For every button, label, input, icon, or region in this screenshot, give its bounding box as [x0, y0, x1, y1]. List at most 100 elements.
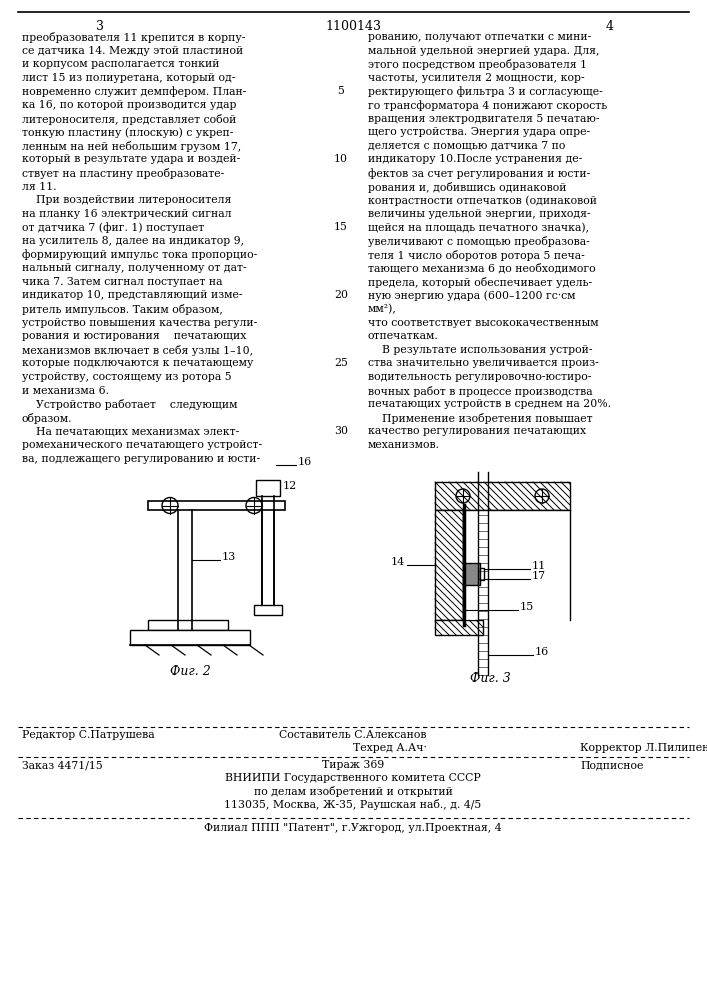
Text: вращения электродвигателя 5 печатаю-: вращения электродвигателя 5 печатаю- — [368, 114, 600, 124]
Bar — [130, 630, 250, 645]
Text: Составитель С.Алексанов: Составитель С.Алексанов — [279, 730, 427, 740]
Text: формирующий импульс тока пропорцио-: формирующий импульс тока пропорцио- — [22, 250, 257, 260]
Text: фектов за счет регулирования и юсти-: фектов за счет регулирования и юсти- — [368, 168, 590, 179]
Text: го трансформатора 4 понижают скорость: го трансформатора 4 понижают скорость — [368, 100, 607, 111]
Text: который в результате удара и воздей-: который в результате удара и воздей- — [22, 154, 240, 164]
Text: лист 15 из полиуретана, который од-: лист 15 из полиуретана, который од- — [22, 73, 235, 83]
Text: ритель импульсов. Таким образом,: ритель импульсов. Таким образом, — [22, 304, 223, 315]
Text: 11: 11 — [532, 561, 547, 571]
Text: ромеханического печатающего устройст-: ромеханического печатающего устройст- — [22, 440, 262, 450]
Text: устройство повышения качества регули-: устройство повышения качества регули- — [22, 318, 257, 328]
Text: 17: 17 — [532, 571, 546, 581]
Text: от датчика 7 (фиг. 1) поступает: от датчика 7 (фиг. 1) поступает — [22, 222, 204, 233]
Text: тонкую пластину (плоскую) с укреп-: тонкую пластину (плоскую) с укреп- — [22, 127, 233, 138]
Text: 15: 15 — [334, 222, 348, 232]
Text: ленным на ней небольшим грузом 17,: ленным на ней небольшим грузом 17, — [22, 141, 241, 152]
Text: рования и, добившись одинаковой: рования и, добившись одинаковой — [368, 182, 566, 193]
Text: и механизма 6.: и механизма 6. — [22, 386, 109, 396]
Bar — [435, 510, 463, 620]
Text: и корпусом располагается тонкий: и корпусом располагается тонкий — [22, 59, 219, 69]
Text: 15: 15 — [520, 602, 534, 612]
Text: щего устройства. Энергия удара опре-: щего устройства. Энергия удара опре- — [368, 127, 590, 137]
Text: механизмов включает в себя узлы 1–10,: механизмов включает в себя узлы 1–10, — [22, 345, 253, 356]
Text: 16: 16 — [298, 457, 312, 467]
Text: на усилитель 8, далее на индикатор 9,: на усилитель 8, далее на индикатор 9, — [22, 236, 244, 246]
Text: увеличивают с помощью преобразова-: увеличивают с помощью преобразова- — [368, 236, 590, 247]
Text: рованию, получают отпечатки с мини-: рованию, получают отпечатки с мини- — [368, 32, 591, 42]
Text: ва, подлежащего регулированию и юсти-: ва, подлежащего регулированию и юсти- — [22, 454, 260, 464]
Text: преобразователя 11 крепится в корпу-: преобразователя 11 крепится в корпу- — [22, 32, 245, 43]
Text: чика 7. Затем сигнал поступает на: чика 7. Затем сигнал поступает на — [22, 277, 223, 287]
Text: 16: 16 — [535, 647, 549, 657]
Text: Редактор С.Патрушева: Редактор С.Патрушева — [22, 730, 155, 740]
Text: устройству, состоящему из ротора 5: устройству, состоящему из ротора 5 — [22, 372, 232, 382]
Text: что соответствует высококачественным: что соответствует высококачественным — [368, 318, 599, 328]
Text: 25: 25 — [334, 358, 348, 368]
Text: индикатор 10, представляющий изме-: индикатор 10, представляющий изме- — [22, 290, 243, 300]
Text: механизмов.: механизмов. — [368, 440, 440, 450]
Text: печатающих устройств в среднем на 20%.: печатающих устройств в среднем на 20%. — [368, 399, 611, 409]
Text: ректирующего фильтра 3 и согласующе-: ректирующего фильтра 3 и согласующе- — [368, 86, 603, 97]
Text: этого посредством преобразователя 1: этого посредством преобразователя 1 — [368, 59, 587, 70]
Text: Корректор Л.Пилипенко: Корректор Л.Пилипенко — [580, 743, 707, 753]
Text: Устройство работает    следующим: Устройство работает следующим — [22, 399, 238, 410]
Text: вочных работ в процессе производства: вочных работ в процессе производства — [368, 386, 592, 397]
Text: которые подключаются к печатающему: которые подключаются к печатающему — [22, 358, 253, 368]
Text: На печатающих механизмах элект-: На печатающих механизмах элект- — [22, 426, 239, 436]
Text: щейся на площадь печатного значка),: щейся на площадь печатного значка), — [368, 222, 589, 233]
Text: Подписное: Подписное — [580, 760, 643, 770]
Text: 14: 14 — [391, 557, 405, 567]
Text: Заказ 4471/15: Заказ 4471/15 — [22, 760, 103, 770]
Text: 1100143: 1100143 — [325, 20, 381, 33]
Text: теля 1 число оборотов ротора 5 печа-: теля 1 число оборотов ротора 5 печа- — [368, 250, 585, 261]
Text: Фиг. 2: Фиг. 2 — [170, 665, 211, 678]
Text: частоты, усилителя 2 мощности, кор-: частоты, усилителя 2 мощности, кор- — [368, 73, 585, 83]
Text: се датчика 14. Между этой пластиной: се датчика 14. Между этой пластиной — [22, 46, 243, 56]
Text: ка 16, по которой производится удар: ка 16, по которой производится удар — [22, 100, 237, 110]
Text: величины удельной энергии, приходя-: величины удельной энергии, приходя- — [368, 209, 590, 219]
Text: 4: 4 — [606, 20, 614, 33]
Text: отпечаткам.: отпечаткам. — [368, 331, 439, 341]
Text: Тираж 369: Тираж 369 — [322, 760, 384, 770]
Text: мм²),: мм²), — [368, 304, 397, 314]
Text: 5: 5 — [337, 86, 344, 96]
Text: 3: 3 — [96, 20, 104, 33]
Bar — [435, 482, 570, 510]
Text: нальный сигналу, полученному от дат-: нальный сигналу, полученному от дат- — [22, 263, 247, 273]
Bar — [256, 480, 280, 496]
Text: качество регулирования печатающих: качество регулирования печатающих — [368, 426, 586, 436]
Text: рования и юстирования    печатающих: рования и юстирования печатающих — [22, 331, 246, 341]
Text: В результате использования устрой-: В результате использования устрой- — [368, 345, 592, 355]
Text: предела, который обеспечивает удель-: предела, который обеспечивает удель- — [368, 277, 592, 288]
Text: новременно служит демпфером. План-: новременно служит демпфером. План- — [22, 86, 246, 97]
Text: водительность регулировочно-юстиро-: водительность регулировочно-юстиро- — [368, 372, 591, 382]
Bar — [148, 501, 285, 510]
Text: 113035, Москва, Ж-35, Раушская наб., д. 4/5: 113035, Москва, Ж-35, Раушская наб., д. … — [224, 799, 481, 810]
Text: ВНИИПИ Государственного комитета СССР: ВНИИПИ Государственного комитета СССР — [225, 773, 481, 783]
Text: по делам изобретений и открытий: по делам изобретений и открытий — [254, 786, 452, 797]
Text: 20: 20 — [334, 290, 348, 300]
Bar — [480, 568, 484, 580]
Text: литероносителя, представляет собой: литероносителя, представляет собой — [22, 114, 236, 125]
Text: ную энергию удара (600–1200 гс·см: ную энергию удара (600–1200 гс·см — [368, 290, 575, 301]
Text: ля 11.: ля 11. — [22, 182, 57, 192]
Text: Фиг. 3: Фиг. 3 — [469, 672, 510, 685]
Text: индикатору 10.После устранения де-: индикатору 10.После устранения де- — [368, 154, 583, 164]
Text: 13: 13 — [222, 552, 236, 562]
Bar — [464, 563, 480, 585]
Text: деляется с помощью датчика 7 по: деляется с помощью датчика 7 по — [368, 141, 566, 151]
Text: ства значительно увеличивается произ-: ства значительно увеличивается произ- — [368, 358, 599, 368]
Bar — [435, 620, 483, 635]
Bar — [254, 605, 282, 615]
Text: Применение изобретения повышает: Применение изобретения повышает — [368, 413, 592, 424]
Text: образом.: образом. — [22, 413, 73, 424]
Text: 30: 30 — [334, 426, 348, 436]
Text: Техред А.Ач·: Техред А.Ач· — [353, 743, 427, 753]
Text: контрастности отпечатков (одинаковой: контрастности отпечатков (одинаковой — [368, 195, 597, 206]
Bar — [148, 620, 228, 630]
Text: на планку 16 электрический сигнал: на планку 16 электрический сигнал — [22, 209, 231, 219]
Text: Филиал ППП "Патент", г.Ужгород, ул.Проектная, 4: Филиал ППП "Патент", г.Ужгород, ул.Проек… — [204, 823, 502, 833]
Text: тающего механизма 6 до необходимого: тающего механизма 6 до необходимого — [368, 263, 595, 274]
Bar — [463, 510, 570, 620]
Text: 10: 10 — [334, 154, 348, 164]
